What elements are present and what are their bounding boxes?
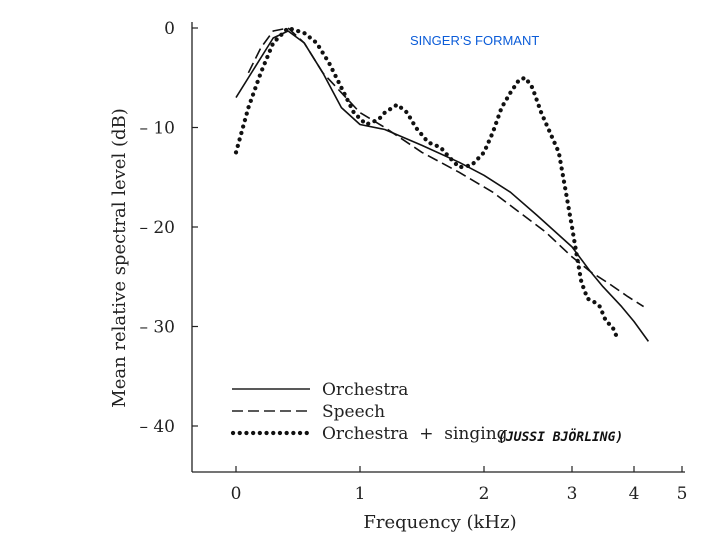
x-tick-label-1: 1 — [355, 484, 366, 504]
x-tick-label-3: 3 — [567, 484, 578, 504]
series-line-speech — [247, 27, 645, 308]
y-tick-group: 0 – 10 – 20 – 30 – 40 — [139, 19, 198, 437]
series-line-orchestra — [235, 30, 650, 342]
series-line-orchestra-singing — [233, 25, 619, 339]
y-tick-label-1: – 10 — [139, 119, 175, 139]
y-tick-label-3: – 30 — [139, 318, 175, 338]
y-axis-title: Mean relative spectral level (dB) — [109, 108, 130, 407]
x-tick-group: 0 1 2 3 4 5 — [231, 466, 688, 504]
x-tick-label-0: 0 — [231, 484, 242, 504]
legend-label-orchestra: Orchestra — [322, 380, 408, 400]
series-layer — [233, 25, 650, 342]
y-tick-label-2: – 20 — [139, 218, 175, 238]
axes-layer — [191, 22, 685, 473]
y-tick-label-0: 0 — [164, 19, 175, 39]
legend-label-orchestra-singing: Orchestra + singing — [322, 424, 508, 444]
x-tick-label-4: 4 — [629, 484, 640, 504]
x-tick-label-2: 2 — [479, 484, 490, 504]
x-tick-label-5: 5 — [677, 484, 688, 504]
x-axis-title: Frequency (kHz) — [363, 512, 516, 533]
legend-label-speech: Speech — [322, 402, 385, 422]
handwritten-note-jussi-bjorling: (JUSSI BJÖRLING) — [498, 429, 623, 445]
y-tick-label-4: – 40 — [139, 417, 175, 437]
singers-formant-annotation: SINGER’S FORMANT — [410, 33, 539, 48]
legend: Orchestra Speech Orchestra + singing (JU… — [230, 380, 623, 445]
